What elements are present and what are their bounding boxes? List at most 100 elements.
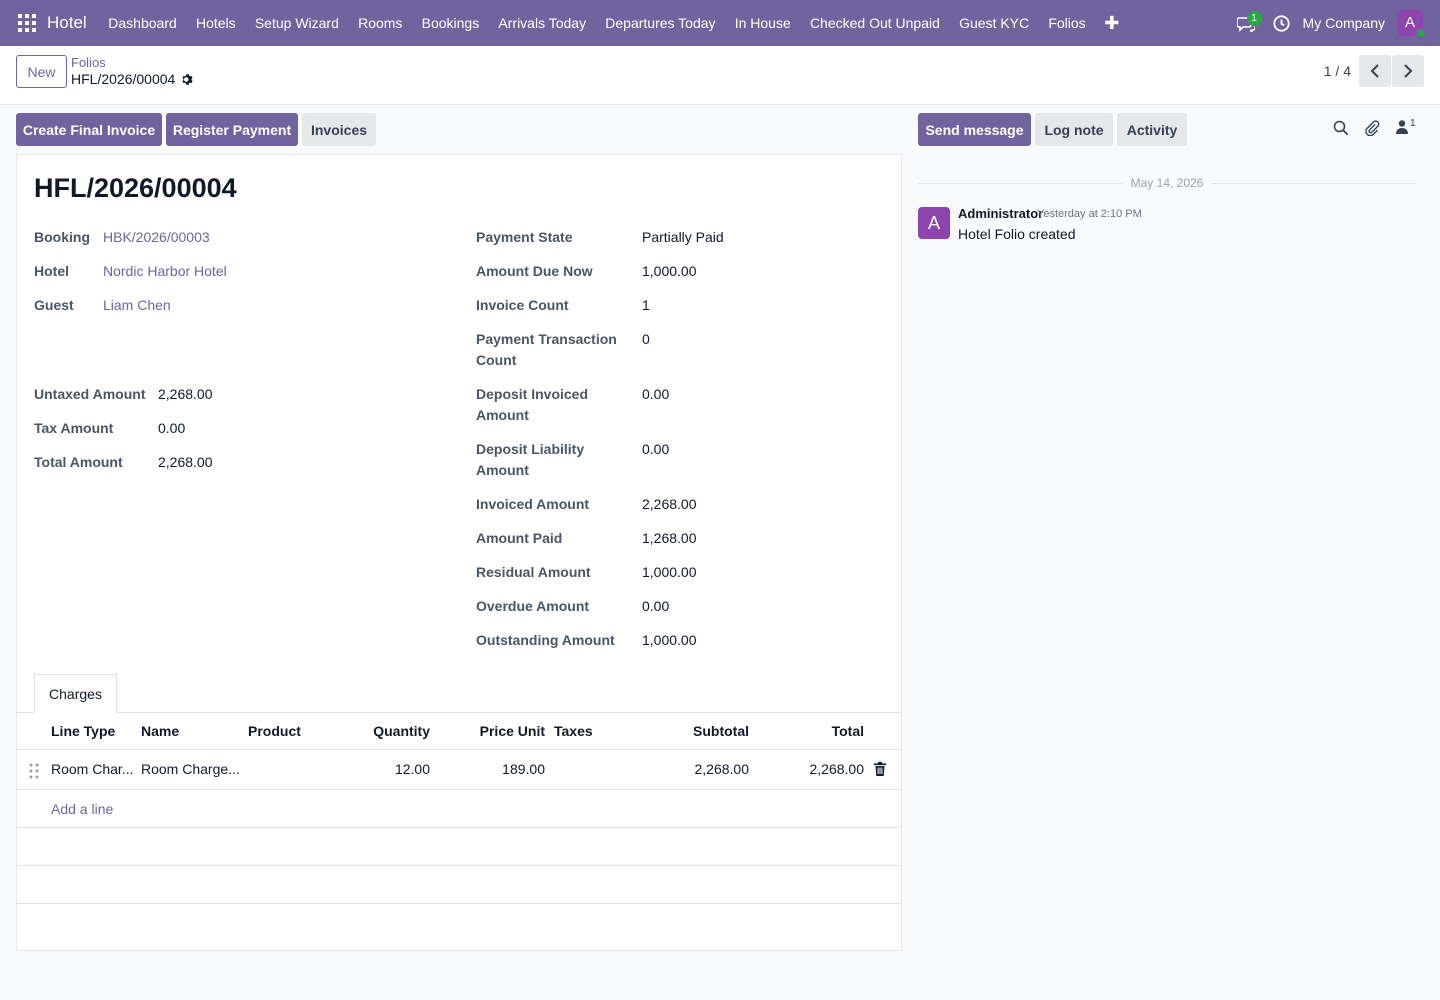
invoices-button[interactable]: Invoices <box>302 113 376 146</box>
booking-link[interactable]: HBK/2026/00003 <box>103 229 210 245</box>
messages-icon[interactable]: 1 <box>1231 8 1262 38</box>
register-payment-button[interactable]: Register Payment <box>166 113 298 146</box>
payment-state-value: Partially Paid <box>642 229 724 245</box>
row-divider <box>17 789 901 790</box>
overdue-amount-value: 0.00 <box>642 598 670 614</box>
column-total[interactable]: Total <box>831 723 864 739</box>
payment-state-label: Payment State <box>476 229 573 245</box>
cell-line-type[interactable]: Room Char... <box>51 761 134 777</box>
create-final-invoice-button[interactable]: Create Final Invoice <box>16 113 162 146</box>
menu-item-in-house[interactable]: In House <box>734 15 791 31</box>
main-menu: Dashboard Hotels Setup Wizard Rooms Book… <box>99 0 1129 46</box>
booking-label: Booking <box>34 229 90 245</box>
log-note-button[interactable]: Log note <box>1035 113 1113 146</box>
menu-item-departures-today[interactable]: Departures Today <box>605 15 716 31</box>
cell-total[interactable]: 2,268.00 <box>809 761 865 777</box>
guest-link[interactable]: Liam Chen <box>103 297 171 313</box>
column-taxes[interactable]: Taxes <box>554 723 593 739</box>
menu-item-bookings[interactable]: Bookings <box>421 15 480 31</box>
top-navbar: Hotel Dashboard Hotels Setup Wizard Room… <box>0 0 1440 46</box>
message-author[interactable]: Administrator <box>958 206 1044 221</box>
activity-button[interactable]: Activity <box>1117 113 1187 146</box>
user-avatar[interactable]: A <box>1397 10 1426 39</box>
pager-next-button[interactable] <box>1392 55 1424 87</box>
drag-handle-icon <box>29 763 39 779</box>
user-icon <box>1396 120 1408 134</box>
breadcrumb-current: HFL/2026/00004 <box>71 71 194 87</box>
column-name[interactable]: Name <box>141 723 180 739</box>
residual-amount-label: Residual Amount <box>476 564 591 580</box>
cell-name[interactable]: Room Charge... <box>141 761 240 777</box>
deposit-liability-amount-label: Deposit Liability Amount <box>476 441 585 478</box>
apps-menu-icon[interactable] <box>18 14 36 32</box>
guest-label: Guest <box>34 297 74 313</box>
menu-item-hotels[interactable]: Hotels <box>195 15 236 31</box>
attachment-icon[interactable] <box>1364 120 1380 136</box>
residual-amount-value: 1,000.00 <box>642 564 697 580</box>
gear-icon[interactable] <box>181 73 194 86</box>
record-title: HFL/2026/00004 <box>34 173 237 203</box>
hotel-link[interactable]: Nordic Harbor Hotel <box>103 263 227 279</box>
cell-quantity[interactable]: 12.00 <box>394 761 430 777</box>
followers-button[interactable]: 1 <box>1396 117 1416 134</box>
empty-row <box>17 866 901 904</box>
new-button[interactable]: New <box>16 55 67 88</box>
message-body: Hotel Folio created <box>958 226 1076 242</box>
control-panel: New Folios HFL/2026/00004 1 / 4 <box>0 46 1440 105</box>
empty-row <box>17 828 901 866</box>
menu-item-arrivals-today[interactable]: Arrivals Today <box>498 15 587 31</box>
row-divider <box>17 865 901 866</box>
column-price-unit[interactable]: Price Unit <box>479 723 545 739</box>
menu-item-dashboard[interactable]: Dashboard <box>108 15 177 31</box>
pager-value[interactable]: 1 / 4 <box>1323 63 1351 79</box>
online-status-dot <box>1415 28 1426 39</box>
amount-due-now-label: Amount Due Now <box>476 263 593 279</box>
outstanding-amount-value: 1,000.00 <box>642 632 697 648</box>
column-quantity[interactable]: Quantity <box>373 723 430 739</box>
plus-icon[interactable]: ✚ <box>1104 12 1120 33</box>
form-sheet: HFL/2026/00004 Booking HBK/2026/00003 Ho… <box>16 154 902 951</box>
tax-amount-value: 0.00 <box>158 420 186 436</box>
user-avatar-letter: A <box>1404 14 1415 31</box>
send-message-button[interactable]: Send message <box>918 113 1031 146</box>
menu-item-guest-kyc[interactable]: Guest KYC <box>959 15 1030 31</box>
message-timestamp: Yesterday at 2:10 PM <box>1037 208 1142 220</box>
deposit-invoiced-amount-label: Deposit Invoiced Amount <box>476 386 589 423</box>
cell-subtotal[interactable]: 2,268.00 <box>694 761 750 777</box>
column-line-type[interactable]: Line Type <box>51 723 116 739</box>
message-author-avatar[interactable]: A <box>918 207 950 239</box>
chevron-left-icon <box>1370 64 1379 78</box>
column-subtotal[interactable]: Subtotal <box>693 723 749 739</box>
search-icon[interactable] <box>1333 120 1349 136</box>
amount-paid-value: 1,268.00 <box>642 530 697 546</box>
overdue-amount-label: Overdue Amount <box>476 598 590 614</box>
untaxed-amount-value: 2,268.00 <box>158 386 213 402</box>
cell-price-unit[interactable]: 189.00 <box>502 761 545 777</box>
menu-item-checked-out-unpaid[interactable]: Checked Out Unpaid <box>809 15 940 31</box>
invoiced-amount-value: 2,268.00 <box>642 496 697 512</box>
hotel-label: Hotel <box>34 263 69 279</box>
chevron-right-icon <box>1404 64 1413 78</box>
tax-amount-label: Tax Amount <box>34 420 114 436</box>
total-amount-label: Total Amount <box>34 454 123 470</box>
tab-charges[interactable]: Charges <box>34 674 117 713</box>
company-switcher[interactable]: My Company <box>1302 15 1385 31</box>
messages-badge: 1 <box>1246 11 1262 26</box>
tab-divider <box>17 712 901 713</box>
app-name[interactable]: Hotel <box>47 13 87 32</box>
payment-transaction-count-label: Payment Transaction Count <box>476 331 617 368</box>
trash-icon <box>874 762 886 776</box>
total-amount-value: 2,268.00 <box>158 454 213 470</box>
payment-transaction-count-value: 0 <box>642 331 650 347</box>
activity-clock-icon[interactable] <box>1272 14 1290 32</box>
deposit-liability-amount-value: 0.00 <box>642 441 670 457</box>
menu-item-rooms[interactable]: Rooms <box>358 15 403 31</box>
add-a-line-link[interactable]: Add a line <box>51 801 114 817</box>
followers-count: 1 <box>1410 117 1416 129</box>
breadcrumb-folios[interactable]: Folios <box>71 55 106 70</box>
menu-item-setup-wizard[interactable]: Setup Wizard <box>254 15 339 31</box>
pager-previous-button[interactable] <box>1359 55 1391 87</box>
column-product[interactable]: Product <box>248 723 301 739</box>
menu-item-folios[interactable]: Folios <box>1048 15 1086 31</box>
outstanding-amount-label: Outstanding Amount <box>476 632 615 648</box>
